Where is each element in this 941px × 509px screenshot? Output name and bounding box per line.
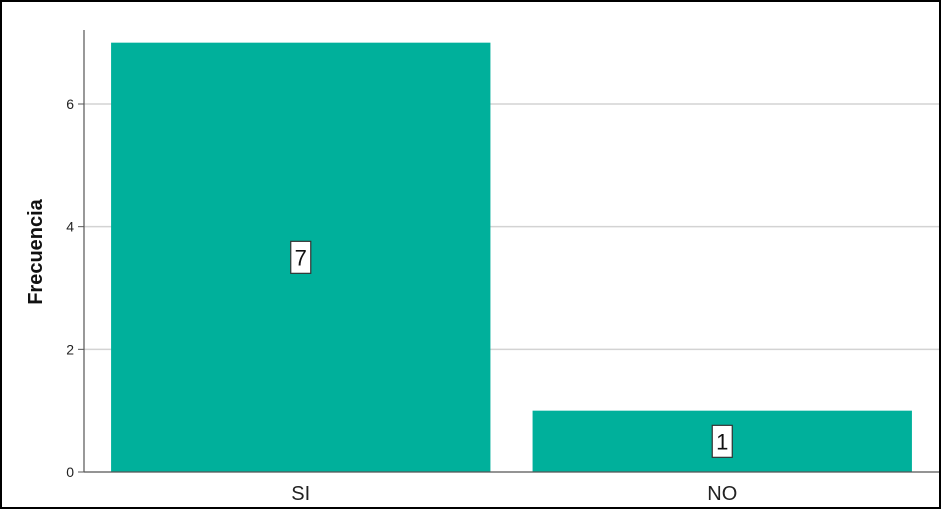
y-tick-label: 2 — [66, 341, 74, 357]
x-tick-label: SI — [291, 483, 310, 505]
data-labels: 71 — [290, 240, 733, 458]
data-label-text: 1 — [716, 429, 728, 454]
y-axis-label: Frecuencia — [25, 198, 47, 304]
data-label: 1 — [711, 424, 733, 458]
y-tick-label: 0 — [66, 464, 74, 480]
y-ticks: 0 2 4 6 — [66, 96, 84, 480]
data-label-text: 7 — [295, 245, 307, 270]
data-label-box — [290, 240, 312, 274]
x-tick-label: NO — [707, 483, 737, 505]
bars — [111, 42, 912, 473]
y-tick-label: 4 — [66, 219, 74, 235]
x-ticks: SI NO — [291, 483, 737, 505]
data-label-box — [711, 424, 733, 458]
y-tick-label: 6 — [66, 96, 74, 112]
data-label: 7 — [290, 240, 312, 274]
